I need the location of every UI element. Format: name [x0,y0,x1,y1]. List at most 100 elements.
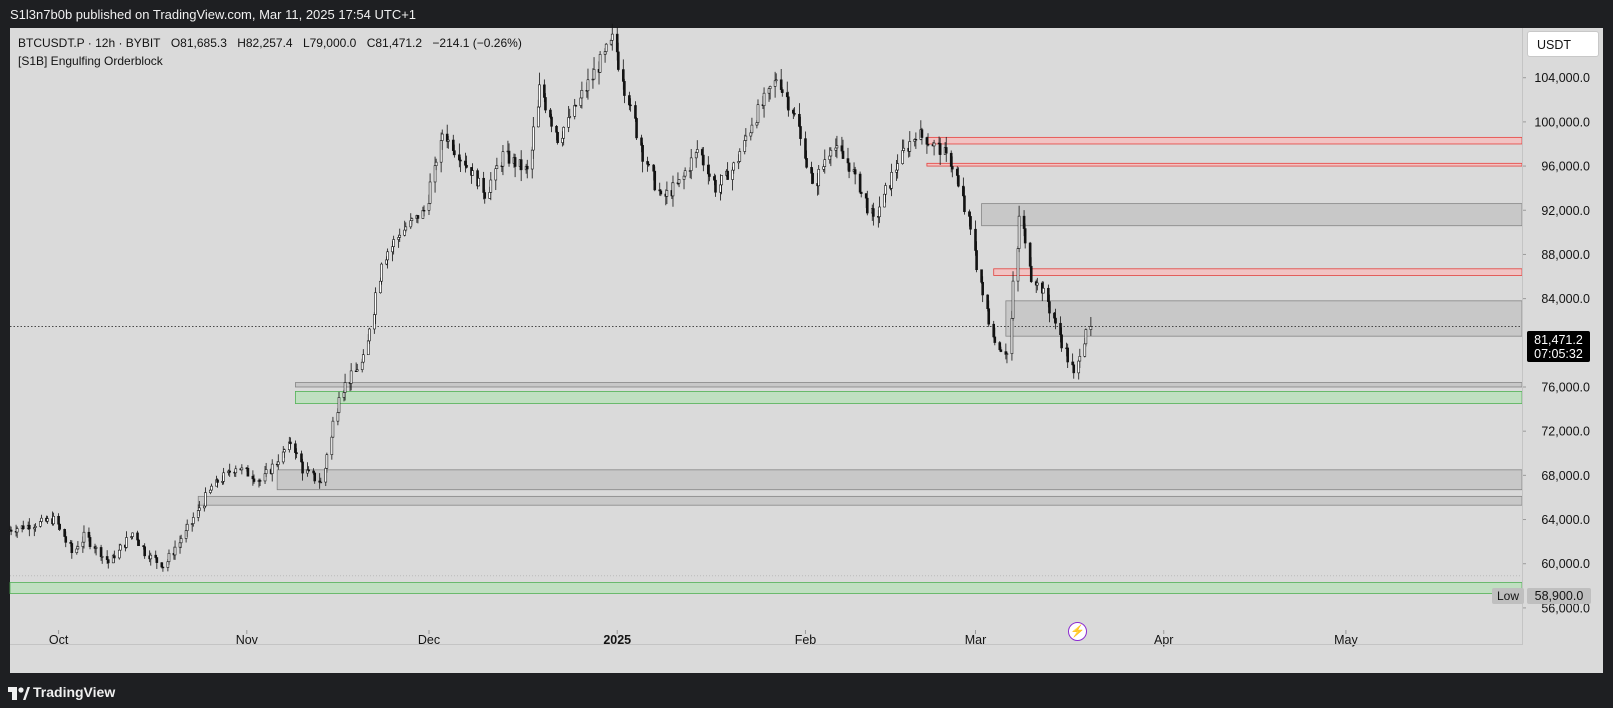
indicator-label[interactable]: [S1B] Engulfing Orderblock [18,54,163,68]
symbol-label[interactable]: BTCUSDT.P · 12h · BYBIT [18,36,161,50]
candle-up [592,69,596,80]
candle-down [143,546,146,557]
time-tick-label: Dec [418,633,440,647]
candle-down [975,250,978,271]
candle-up [398,234,402,238]
candle-down [422,209,426,212]
candle-up [210,485,213,491]
candle-down [301,461,304,474]
candle-up [178,542,182,548]
candle-up [264,469,268,475]
candle-down [228,470,232,473]
candle-down [155,557,159,563]
candle-up [477,177,480,187]
publisher-header: S1l3n7b0b published on TradingView.com, … [10,7,417,22]
candle-down [872,208,875,217]
candle-down [507,150,511,164]
candle-down [846,158,850,164]
candle-down [847,162,851,172]
candle-down [999,349,1003,352]
price-tick-label: 56,000.0 [1541,601,1590,615]
chart-frame [10,28,1603,673]
candle-up [908,141,912,152]
price-axis: 56,000.0 60,000.0 64,000.0 68,000.0 72,000.0… [1522,71,1590,615]
candle-down [708,173,711,177]
candle-up [149,554,153,560]
candle-up [361,354,365,363]
candle-up [204,492,207,507]
candle-down [702,154,705,166]
candle-down [1029,265,1033,282]
candle-up [932,142,936,147]
candle-up [902,147,906,151]
price-tick-label: 104,000.0 [1534,71,1590,85]
candle-down [246,467,250,477]
time-tick-label: Oct [49,633,69,647]
candle-down [106,559,110,564]
price-tick-label: 100,000.0 [1534,115,1590,129]
footer-brand[interactable]: TradingView [33,684,116,700]
candle-down [969,216,972,230]
bullish-orderblock-zone [9,582,1523,594]
candle-down [289,441,292,445]
candle-up [100,556,104,558]
candle-down [136,532,139,541]
time-tick-label: 2025 [603,633,631,647]
bullish-orderblock-zone [294,391,1523,404]
candle-up [568,116,572,118]
candle-down [647,163,650,166]
price-tick-label: 68,000.0 [1541,469,1590,483]
candle-up [768,86,772,89]
candle-up [536,106,540,128]
candle-up [325,454,329,469]
time-tick-label: Nov [236,633,259,647]
candle-down [307,469,310,472]
price-tick-label: 92,000.0 [1541,204,1590,218]
candle-down [544,97,547,111]
candle-down [726,170,729,180]
candle-up [738,151,742,162]
currency-button[interactable]: USDT [1527,31,1599,57]
candle-up [1042,287,1045,294]
candle-down [987,308,991,325]
candle-down [57,515,60,525]
neutral-orderblock-zone [197,495,1523,506]
candle-up [1036,282,1039,286]
candle-up [46,518,49,522]
candle-up [890,172,893,189]
candle-down [295,452,298,455]
neutral-orderblock-zone [294,382,1523,388]
candle-down [993,336,997,343]
candle-up [1005,353,1009,355]
candle-up [1010,318,1014,355]
low-marker-value: 58,900.0 [1527,588,1591,604]
candle-up [427,203,431,211]
candle-up [1078,356,1082,362]
neutral-orderblock-zone [981,203,1523,227]
lightning-icon[interactable]: ⚡ [1068,622,1087,641]
candle-down [793,112,796,115]
candle-up [330,436,334,455]
candle-up [40,517,43,522]
price-tick-label: 72,000.0 [1541,425,1590,439]
candle-up [319,481,323,484]
candle-down [161,566,165,569]
low-value: L79,000.0 [302,36,357,50]
candle-down [926,143,930,146]
candle-up [1011,280,1015,319]
candle-up [447,139,450,142]
candle-up [283,449,286,453]
candle-down [465,164,468,168]
bearish-orderblock-zone [926,162,1523,167]
candle-up [665,190,669,197]
candle-up [368,328,371,342]
candle-down [858,173,862,193]
orderblock-zones [9,136,1523,594]
candle-up [173,546,177,556]
candle-down [216,479,219,483]
time-axis: Oct Nov Dec 2025 Feb Mar Apr May [49,630,1358,647]
time-tick-label: May [1334,633,1358,647]
candle-up [131,532,134,537]
time-tick-label: Feb [795,633,817,647]
